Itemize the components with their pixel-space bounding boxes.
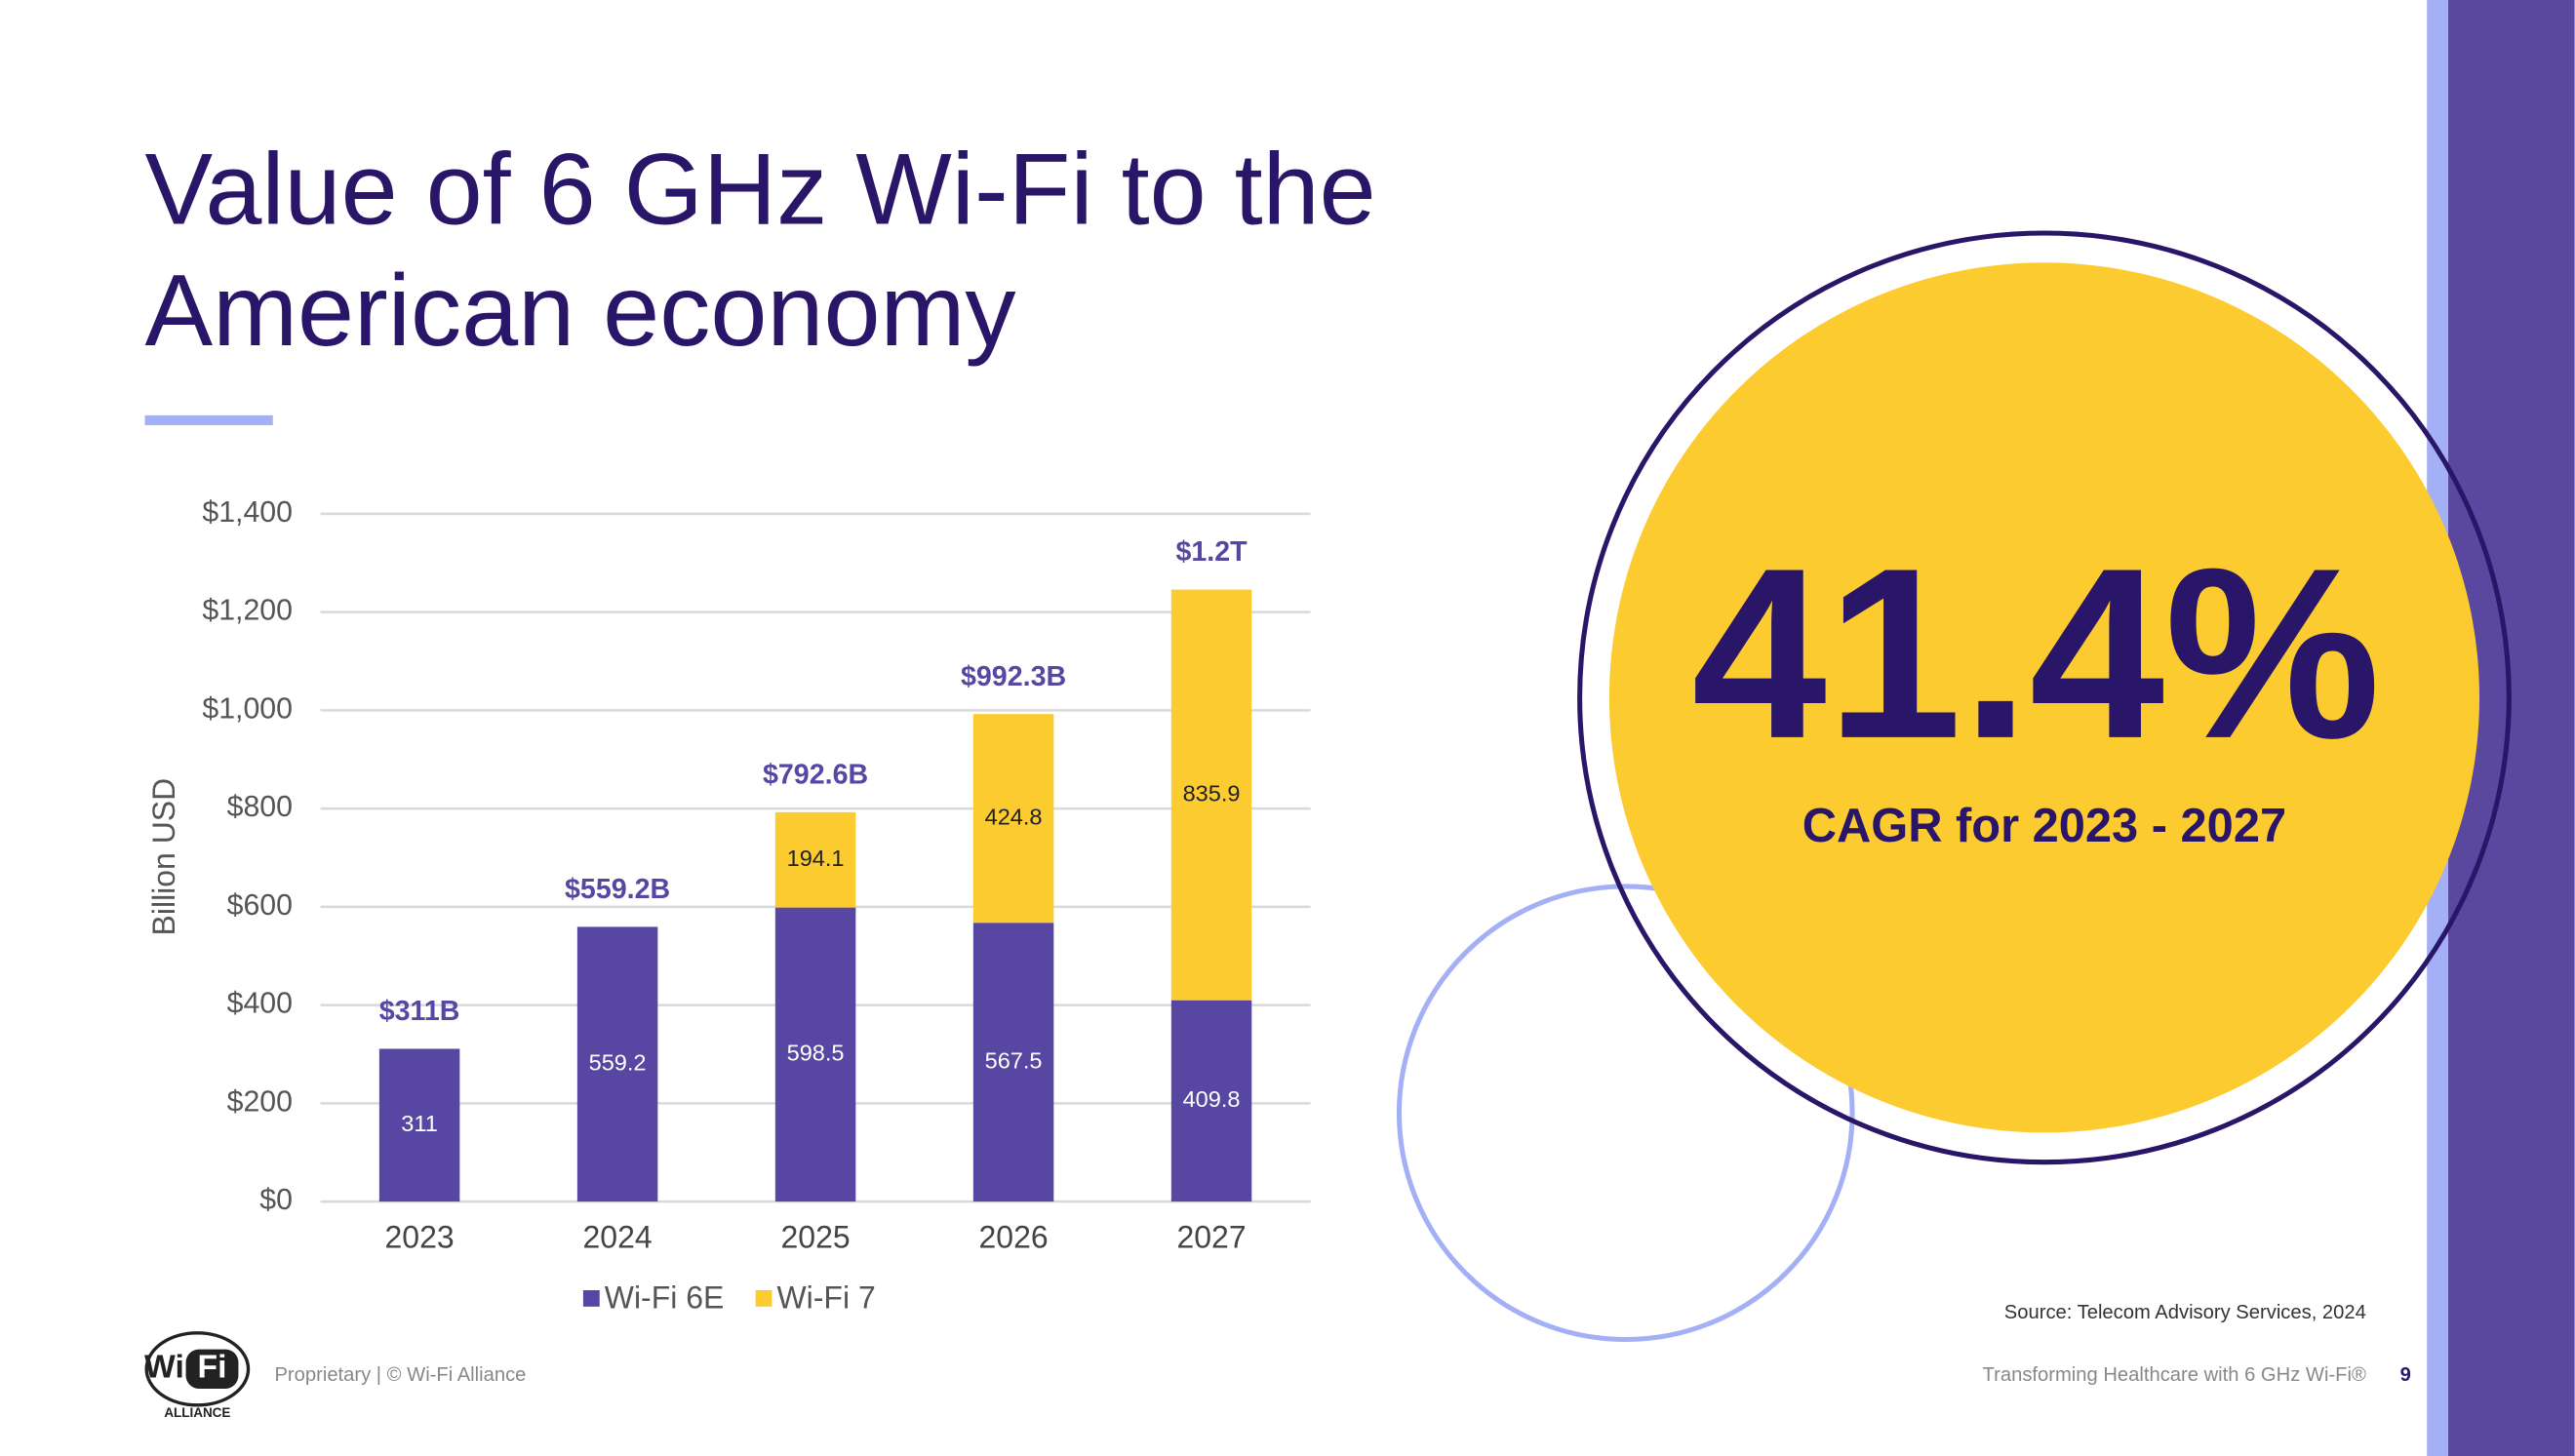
data-label: 598.5 (787, 1041, 845, 1066)
data-label: 559.2 (589, 1049, 647, 1075)
data-label: 311 (401, 1111, 438, 1136)
title-line: Value of 6 GHz Wi-Fi to the (144, 134, 1375, 247)
source: Source: Telecom Advisory Services, 2024 (2004, 1302, 2366, 1323)
footer-left: Proprietary | © Wi-Fi Alliance (274, 1364, 526, 1386)
logo-subtext: ALLIANCE (164, 1405, 230, 1420)
y-tick-label: $800 (227, 791, 293, 823)
x-tick-label: 2023 (385, 1219, 455, 1254)
data-label: 567.5 (985, 1047, 1043, 1073)
data-label: 409.8 (1183, 1086, 1241, 1112)
legend-swatch (582, 1289, 600, 1307)
logo-text: Wi (144, 1350, 184, 1386)
legend-swatch (755, 1289, 772, 1307)
logo-badge (185, 1349, 239, 1389)
data-label: 835.9 (1183, 780, 1241, 806)
data-label: 194.1 (787, 846, 845, 871)
data-label: 424.8 (985, 804, 1043, 829)
decor-circle (1396, 884, 1855, 1343)
bar-segment (972, 923, 1054, 1202)
x-tick-label: 2027 (1177, 1219, 1247, 1254)
bar-segment (378, 1048, 460, 1202)
x-tick-label: 2026 (979, 1219, 1049, 1254)
y-tick-label: $1,400 (202, 496, 293, 529)
total-annotation: $1.2T (1175, 536, 1248, 568)
y-axis-label: Billion USD (146, 778, 181, 936)
title-underline (144, 414, 273, 425)
bar-segment (972, 714, 1054, 924)
page-number: 9 (2400, 1364, 2411, 1386)
total-annotation: $311B (379, 996, 460, 1027)
chart: $0 $200 $400 $600 $800 $1,000 $1,200 $1,400 2023… (202, 496, 1311, 1316)
stat-circle (1608, 262, 2480, 1133)
y-tick-label: $1,200 (202, 595, 293, 627)
x-tick-label: 2024 (583, 1219, 653, 1254)
y-tick-label: $400 (227, 988, 293, 1020)
logo-text: Fi (198, 1350, 227, 1386)
bar-segment (774, 811, 856, 908)
y-tick-label: $600 (227, 889, 293, 922)
total-annotation: $559.2B (565, 874, 670, 905)
stat-value: 41.4% (1691, 517, 2380, 789)
logo: Wi Fi ALLIANCE (144, 1331, 251, 1420)
x-tick-label: 2025 (781, 1219, 851, 1254)
bar-segment (774, 907, 856, 1202)
stat-ring (1577, 230, 2512, 1165)
y-tick-label: $0 (259, 1184, 293, 1216)
total-annotation: $992.3B (961, 661, 1066, 692)
total-annotation: $792.6B (763, 759, 868, 790)
bar-segment (576, 926, 658, 1202)
legend-label: Wi-Fi 6E (605, 1280, 725, 1316)
title-line: American economy (144, 255, 1015, 368)
stat-caption: CAGR for 2023 - 2027 (1802, 800, 2286, 852)
footer-right: Transforming Healthcare with 6 GHz Wi-Fi… (1983, 1364, 2366, 1386)
y-tick-label: $1,000 (202, 692, 293, 725)
y-tick-label: $200 (227, 1085, 293, 1118)
bar-segment (1170, 589, 1252, 1001)
legend-label: Wi-Fi 7 (777, 1280, 876, 1316)
bar-segment (1170, 1000, 1252, 1202)
